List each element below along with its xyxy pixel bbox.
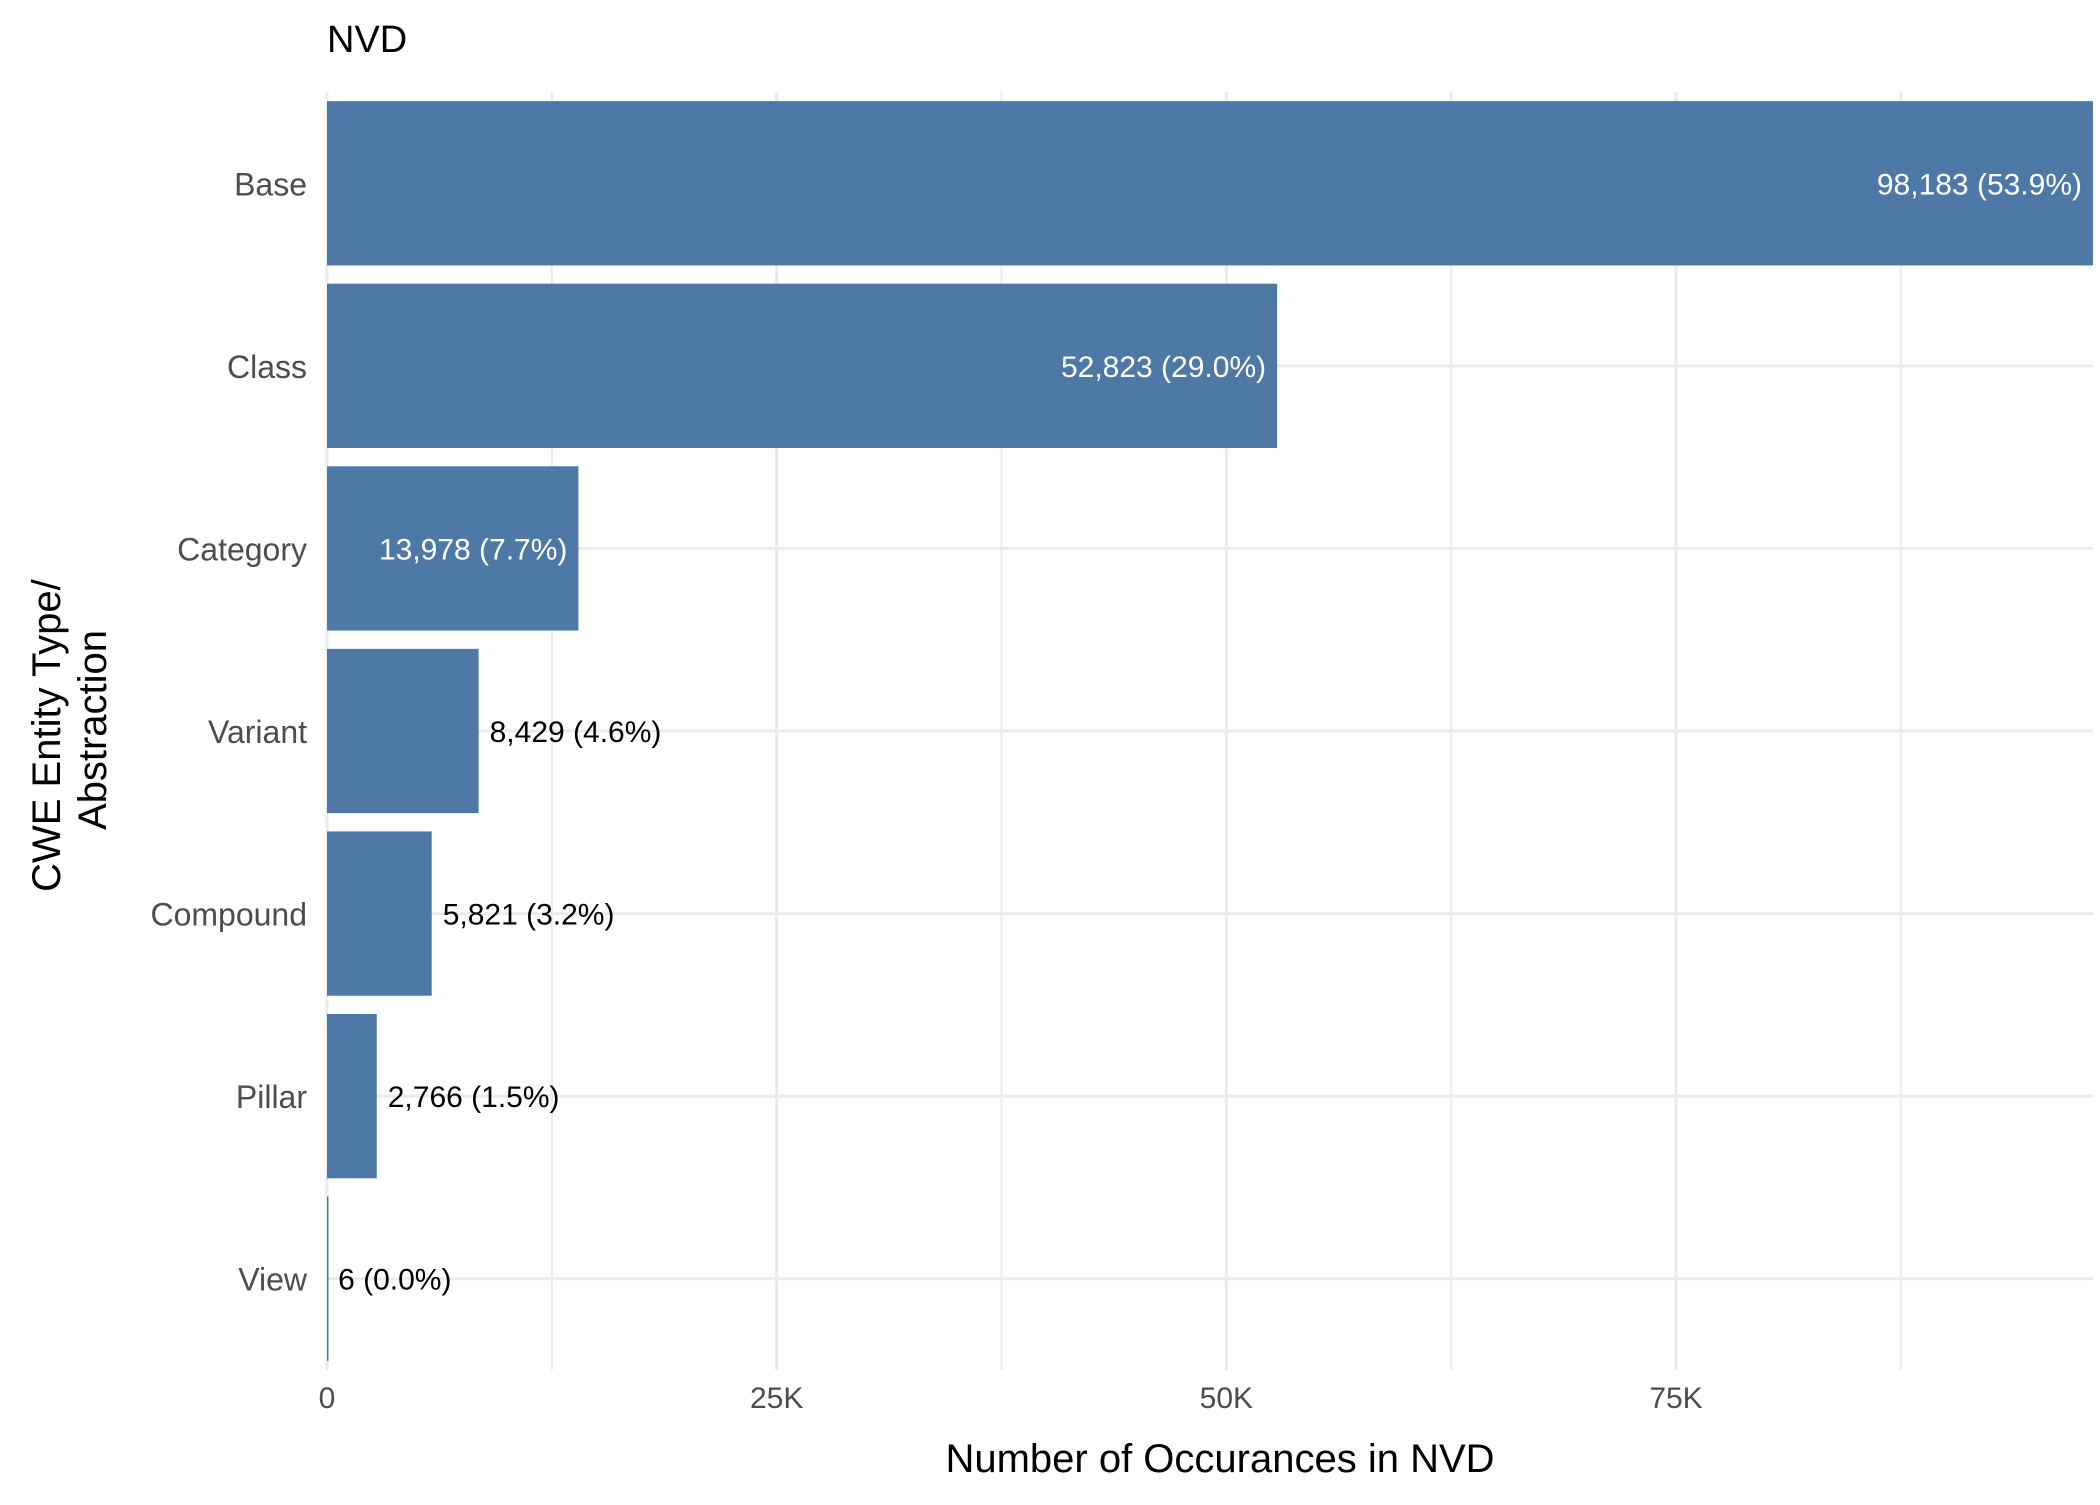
data-label-base: 98,183 (53.9%)	[1877, 168, 2082, 201]
y-tick-labels: Base Class Category Variant Compound Pillar Vi…	[150, 166, 307, 1297]
bar-variant	[327, 648, 479, 814]
y-tick-label-base: Base	[234, 166, 307, 202]
data-label-variant: 8,429 (4.6%)	[490, 716, 662, 749]
x-tick-label: 25K	[750, 1382, 803, 1415]
y-tick-label-category: Category	[177, 531, 307, 567]
chart-title: NVD	[327, 19, 407, 61]
y-axis-title-line-1: CWE Entity Type/	[25, 578, 69, 892]
bar-pillar	[327, 1013, 377, 1179]
bars	[327, 101, 2093, 1361]
bar-class	[327, 283, 1278, 449]
x-tick-label: 75K	[1649, 1382, 1702, 1415]
bar-category	[327, 466, 579, 631]
y-tick-label-class: Class	[227, 349, 307, 385]
y-tick-label-variant: Variant	[208, 714, 307, 750]
y-tick-label-pillar: Pillar	[236, 1079, 307, 1115]
data-label-compound: 5,821 (3.2%)	[443, 899, 615, 932]
x-tick-labels: 0 25K 50K 75K	[319, 1382, 1703, 1415]
data-label-class: 52,823 (29.0%)	[1061, 351, 1266, 384]
y-tick-label-view: View	[238, 1262, 308, 1298]
bar-view	[327, 1196, 329, 1361]
data-labels: 98,183 (53.9%) 52,823 (29.0%) 13,978 (7.7%…	[338, 168, 2082, 1296]
data-label-view: 6 (0.0%)	[338, 1264, 451, 1297]
y-tick-label-compound: Compound	[150, 897, 307, 933]
x-tick-label: 0	[319, 1382, 336, 1415]
data-label-pillar: 2,766 (1.5%)	[388, 1081, 560, 1114]
x-axis-title: Number of Occurances in NVD	[945, 1437, 1494, 1481]
y-axis-title: CWE Entity Type/ Abstraction	[25, 568, 115, 892]
bar-compound	[327, 831, 432, 996]
data-label-category: 13,978 (7.7%)	[379, 533, 567, 566]
y-axis-title-line-2: Abstraction	[71, 630, 115, 830]
bar-base	[327, 101, 2093, 266]
x-tick-label: 50K	[1200, 1382, 1253, 1415]
